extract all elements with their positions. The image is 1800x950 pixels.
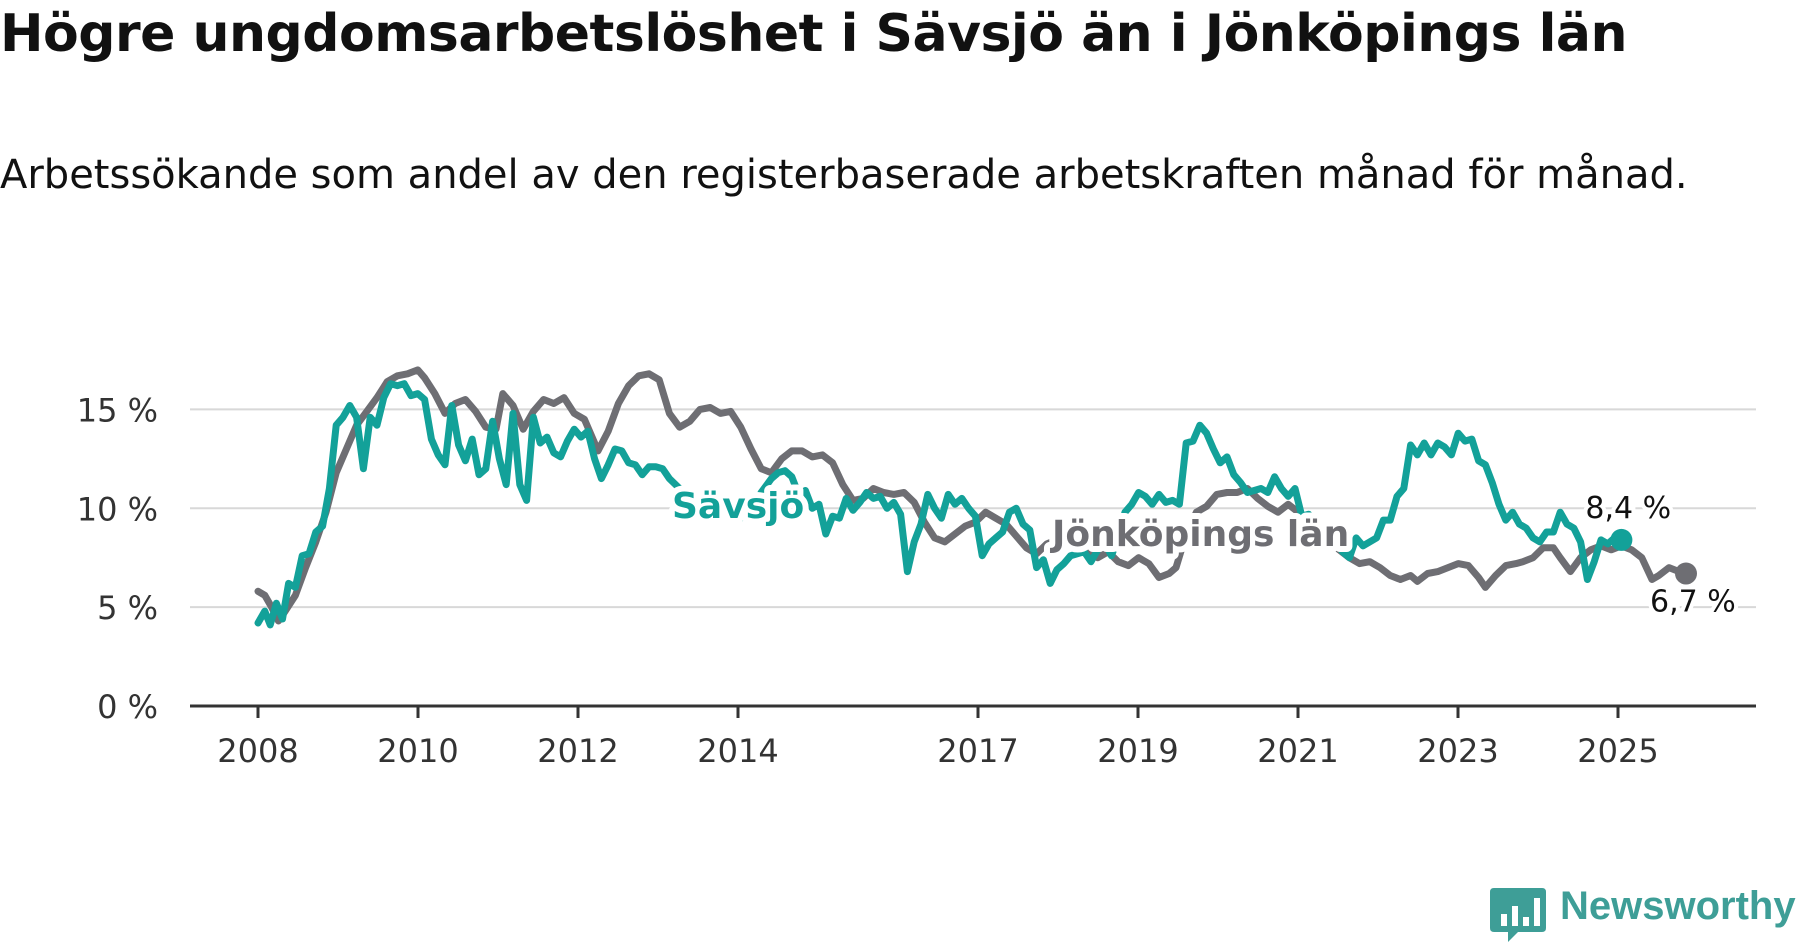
y-tick-label: 15 % [77, 391, 158, 429]
series-lines [254, 366, 1690, 629]
chart-subtitle: Arbetssökande som andel av den registerb… [0, 152, 1688, 198]
x-tick-label: 2010 [377, 732, 458, 770]
jonkoping-series-label: Jönköpings län [1049, 514, 1349, 555]
x-tick-label: 2021 [1257, 732, 1338, 770]
logo-text: Newsworthy [1560, 884, 1796, 928]
x-tick-label: 2008 [217, 732, 298, 770]
savsjo-end-label: 8,4 % [1585, 491, 1671, 526]
x-tick-label: 2025 [1577, 732, 1658, 770]
x-tick-label: 2012 [537, 732, 618, 770]
newsworthy-logo: Newsworthy [1488, 884, 1800, 948]
x-tick-label: 2023 [1417, 732, 1498, 770]
jonkoping-end-label: 6,7 % [1650, 585, 1736, 620]
y-tick-label: 0 % [97, 688, 158, 726]
savsjo-line [254, 380, 1625, 629]
jonkoping-end-dot [1675, 562, 1697, 585]
x-axis: 2008 2010 2012 2014 2017 2019 2021 2023 2025 [190, 704, 1756, 770]
savsjo-end-dot [1610, 528, 1633, 551]
savsjo-series-label: Sävsjö [672, 486, 804, 527]
x-tick-label: 2019 [1097, 732, 1178, 770]
newsworthy-logo-icon [1490, 888, 1546, 942]
y-tick-label: 5 % [97, 589, 158, 627]
jonkoping-line [254, 366, 1690, 625]
x-tick-label: 2014 [697, 732, 778, 770]
y-tick-label: 10 % [77, 490, 158, 528]
y-axis-ticks: 0 % 5 % 10 % 15 % [77, 391, 158, 726]
series-labels: 6,7 % 8,4 % Sävsjö Jönköpings län [666, 480, 1740, 624]
x-tick-label: 2017 [937, 732, 1018, 770]
chart-title: Högre ungdomsarbetslöshet i Sävsjö än i … [0, 4, 1628, 64]
